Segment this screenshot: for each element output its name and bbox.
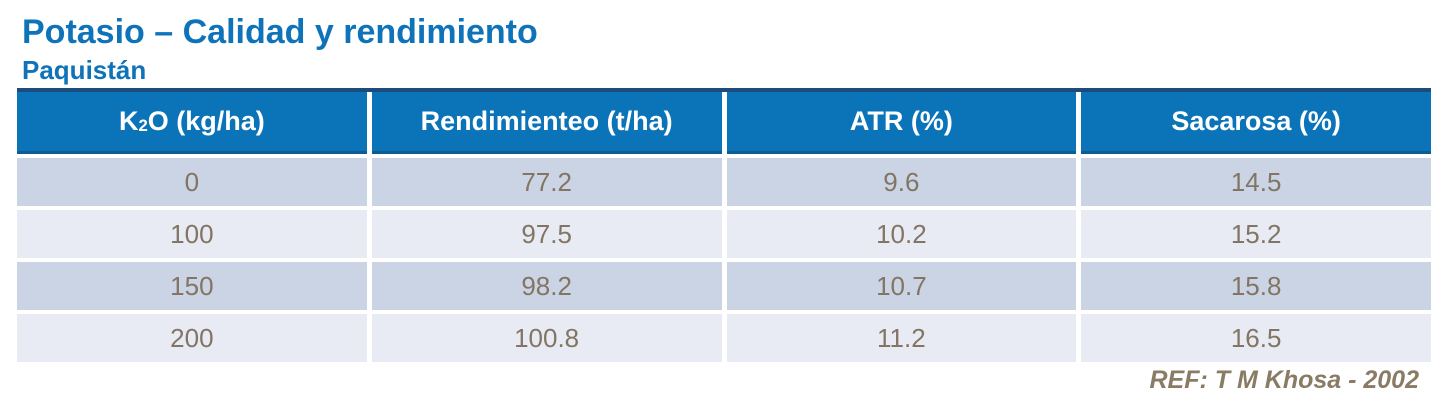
page-title: Potasio – Calidad y rendimiento xyxy=(22,13,538,51)
table-cell: 98.2 xyxy=(371,262,722,310)
table-cell: 100 xyxy=(17,210,367,258)
table-cell: 9.6 xyxy=(726,158,1077,206)
header-k2o-suffix: O (kg/ha) xyxy=(147,106,265,136)
table-cell: 16.5 xyxy=(1081,314,1431,362)
table-header-rendimiento: Rendimienteo (t/ha) xyxy=(371,92,722,154)
table-cell: 200 xyxy=(17,314,367,362)
table-cell: 97.5 xyxy=(371,210,722,258)
table-cell: 15.2 xyxy=(1081,210,1431,258)
table-cell: 10.7 xyxy=(726,262,1077,310)
header-k2o-prefix: K xyxy=(118,106,139,136)
table-cell: 150 xyxy=(17,262,367,310)
table-cell: 10.2 xyxy=(726,210,1077,258)
table-header-atr: ATR (%) xyxy=(726,92,1077,154)
page-subtitle: Paquistán xyxy=(22,55,147,85)
table-cell: 14.5 xyxy=(1081,158,1431,206)
table-cell: 15.8 xyxy=(1081,262,1431,310)
header-k2o-subscript: 2 xyxy=(138,116,148,136)
table-header-sacarosa: Sacarosa (%) xyxy=(1081,92,1431,154)
table-cell: 100.8 xyxy=(371,314,722,362)
table-cell: 77.2 xyxy=(371,158,722,206)
table-cell: 11.2 xyxy=(726,314,1077,362)
table-cell: 0 xyxy=(17,158,367,206)
reference-citation: REF: T M Khosa - 2002 xyxy=(1149,366,1420,394)
